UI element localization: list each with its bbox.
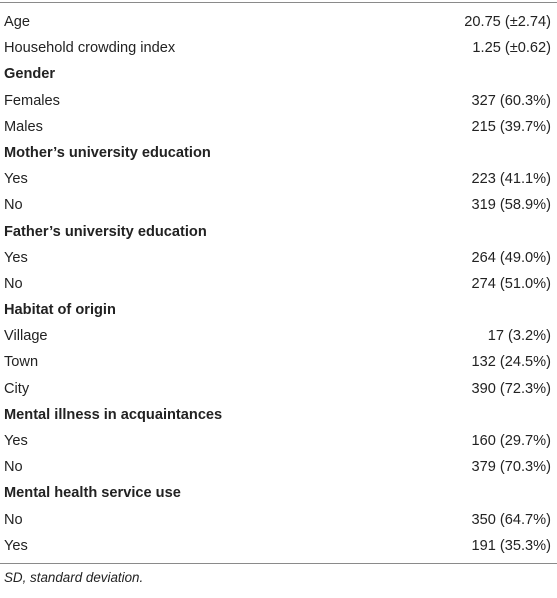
row-value: 215 (39.7%)	[471, 118, 551, 135]
table-row: Town 132 (24.5%)	[0, 349, 557, 375]
table-row: City 390 (72.3%)	[0, 376, 557, 402]
table-row: No 319 (58.9%)	[0, 192, 557, 218]
section-header-mental-illness-acquaintances: Mental illness in acquaintances	[0, 402, 557, 428]
row-label: Village	[4, 328, 48, 345]
table-row: No 379 (70.3%)	[0, 454, 557, 480]
row-value: 350 (64.7%)	[471, 511, 551, 528]
row-label: Yes	[4, 433, 28, 449]
section-header-father-education: Father’s university education	[0, 219, 557, 245]
table-row: Yes 264 (49.0%)	[0, 245, 557, 271]
row-value: 191 (35.3%)	[471, 537, 551, 554]
row-value: 223 (41.1%)	[471, 171, 551, 188]
table-row: Village 17 (3.2%)	[0, 323, 557, 349]
table-row: No 350 (64.7%)	[0, 507, 557, 533]
table-row: Yes 191 (35.3%)	[0, 533, 557, 559]
row-value: 160 (29.7%)	[471, 433, 551, 449]
row-label: Household crowding index	[4, 40, 176, 57]
table-row: Males 215 (39.7%)	[0, 114, 557, 140]
section-title: Mental illness in acquaintances	[4, 406, 223, 423]
row-value: 319 (58.9%)	[471, 197, 551, 214]
row-value: 274 (51.0%)	[471, 275, 551, 292]
table-row: No 274 (51.0%)	[0, 271, 557, 297]
table-row: Yes 160 (29.7%)	[0, 428, 557, 454]
row-value: 264 (49.0%)	[471, 249, 551, 266]
row-label: Males	[4, 118, 43, 135]
row-value: 327 (60.3%)	[471, 92, 551, 109]
row-value: 132 (24.5%)	[471, 354, 551, 371]
row-label: No	[4, 459, 23, 476]
row-label: Age	[4, 14, 30, 30]
table-row-age: Age 20.75 (±2.74)	[0, 9, 557, 35]
row-label: Town	[4, 354, 39, 371]
table-row: Females 327 (60.3%)	[0, 88, 557, 114]
section-header-mother-education: Mother’s university education	[0, 140, 557, 166]
row-value: 390 (72.3%)	[471, 380, 551, 397]
row-value: 17 (3.2%)	[487, 328, 551, 345]
section-title: Gender	[4, 66, 56, 83]
section-header-gender: Gender	[0, 61, 557, 87]
row-label: No	[4, 275, 23, 292]
row-label: Yes	[4, 537, 28, 554]
row-label: Yes	[4, 249, 28, 266]
table-row: Yes 223 (41.1%)	[0, 166, 557, 192]
section-title: Mental health service use	[4, 485, 181, 502]
section-title: Habitat of origin	[4, 302, 116, 319]
table-footnote: SD, standard deviation.	[4, 570, 144, 585]
row-label: Females	[4, 92, 60, 109]
row-label: No	[4, 511, 23, 528]
row-value: 379 (70.3%)	[471, 459, 551, 476]
row-label: No	[4, 197, 23, 214]
table-row-household-crowding-index: Household crowding index 1.25 (±0.62)	[0, 35, 557, 61]
section-header-habitat-of-origin: Habitat of origin	[0, 297, 557, 323]
section-title: Father’s university education	[4, 223, 207, 240]
row-value: 1.25 (±0.62)	[472, 40, 551, 57]
row-label: City	[4, 380, 30, 397]
row-value: 20.75 (±2.74)	[464, 14, 551, 30]
row-label: Yes	[4, 171, 28, 188]
section-title: Mother’s university education	[4, 144, 211, 161]
data-table: Age 20.75 (±2.74) Household crowding ind…	[0, 2, 557, 564]
section-header-mental-health-service-use: Mental health service use	[0, 480, 557, 506]
